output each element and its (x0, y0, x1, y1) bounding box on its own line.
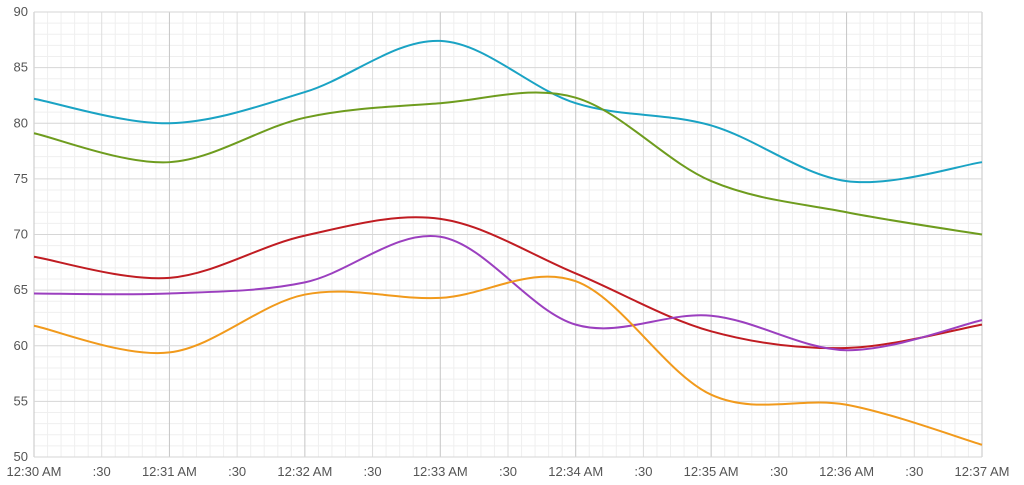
series-line-5 (33, 275, 983, 446)
x-tick-label: :30 (905, 464, 923, 479)
y-tick-label: 55 (14, 393, 28, 408)
x-tick-label: :30 (228, 464, 246, 479)
x-tick-label: 12:32 AM (277, 464, 332, 479)
y-tick-label: 50 (14, 449, 28, 464)
y-tick-label: 70 (14, 227, 28, 242)
major-gridlines (33, 11, 983, 458)
x-tick-label: :30 (93, 464, 111, 479)
x-tick-label: 12:34 AM (548, 464, 603, 479)
x-tick-label: 12:35 AM (684, 464, 739, 479)
x-tick-label: 12:37 AM (955, 464, 1010, 479)
y-tick-label: 85 (14, 60, 28, 75)
series-line-1 (33, 39, 983, 184)
x-tick-label: 12:36 AM (819, 464, 874, 479)
y-tick-label: 75 (14, 171, 28, 186)
series-lines (33, 39, 983, 446)
x-tick-label: :30 (770, 464, 788, 479)
x-tick-label: :30 (364, 464, 382, 479)
y-axis-tick-labels: 50 55 60 65 70 75 80 85 90 (14, 4, 28, 464)
series-line-2 (33, 91, 983, 236)
x-tick-label: 12:31 AM (142, 464, 197, 479)
x-tick-label: 12:33 AM (413, 464, 468, 479)
x-tick-label: :30 (499, 464, 517, 479)
y-tick-label: 60 (14, 338, 28, 353)
y-tick-label: 80 (14, 115, 28, 130)
y-tick-label: 65 (14, 282, 28, 297)
x-tick-label: :30 (634, 464, 652, 479)
y-tick-label: 90 (14, 4, 28, 19)
x-axis-tick-labels: 12:30 AM :30 12:31 AM :30 12:32 AM :30 12:33 A… (7, 464, 1010, 479)
x-tick-label: 12:30 AM (7, 464, 62, 479)
